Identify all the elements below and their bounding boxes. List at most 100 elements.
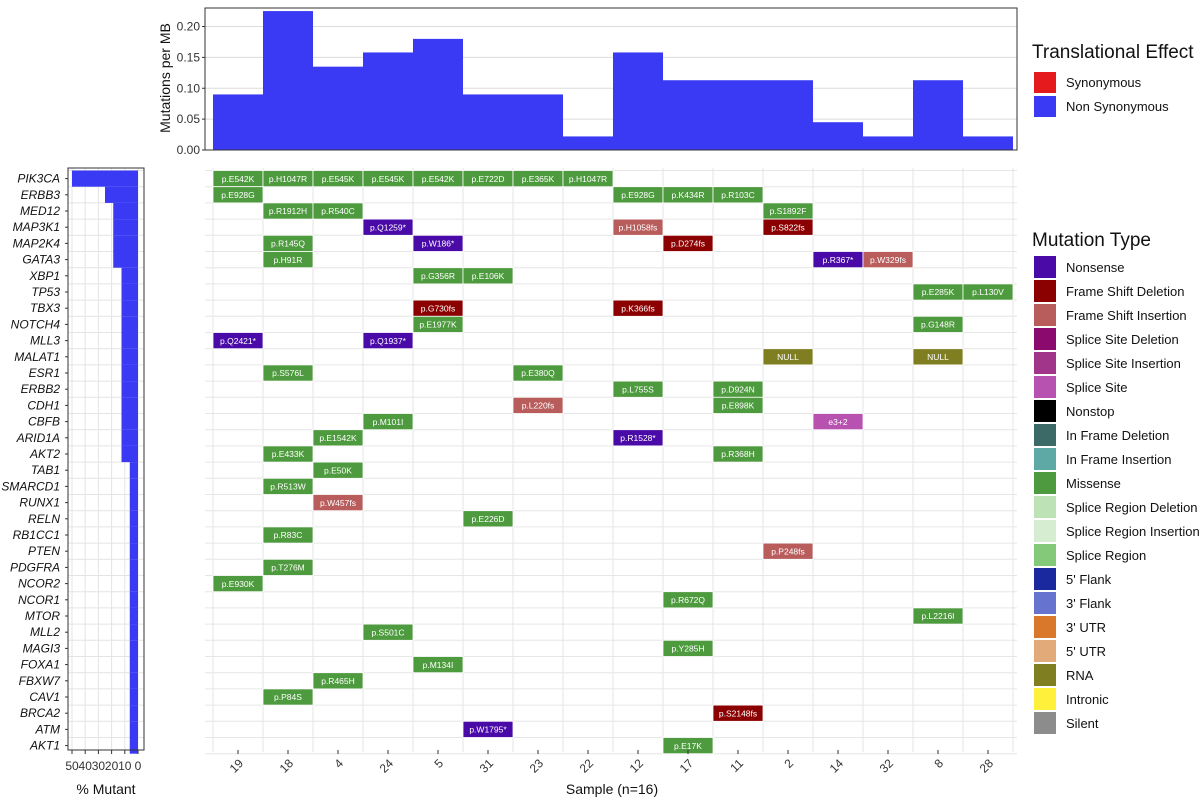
burden-bar [813,122,863,150]
translational-effect-label: Synonymous [1066,75,1142,90]
mutation-cell-label: p.K434R [671,190,704,200]
mutation-cell [612,380,664,398]
left-bars [72,170,138,754]
mutation-type-label: Splice Region Insertion [1066,524,1200,539]
burden-bar [613,52,663,150]
mutation-cell [712,704,764,722]
main-x-axis-label: Sample (n=16) [566,781,658,797]
mutation-type-swatch [1034,256,1056,278]
mutation-cell [312,461,364,479]
gene-label: SMARCD1 [1,479,60,493]
mutation-cell-label: p.Q2421* [220,336,257,346]
mutation-cell-label: p.M101I [373,417,404,427]
mutation-cell-label: e3+2 [828,417,847,427]
mutation-cell [262,251,314,269]
mutation-cell-label: p.S2148fs [719,708,757,718]
percent-mutant-bar [105,186,138,203]
mutation-cell-label: p.L2216I [921,611,954,621]
mutation-cell-label: p.E365K [522,174,555,184]
gene-label: XBP1 [28,269,60,283]
gene-label: ERBB3 [21,188,61,202]
percent-mutant-bar [113,219,138,236]
gene-label: NCOR1 [18,593,60,607]
mutation-cell-label: p.E722D [471,174,504,184]
mutation-cell [312,494,364,512]
mutation-cell [362,332,414,350]
mutation-cell-label: p.R103C [721,190,755,200]
mutation-cell-label: p.E380Q [521,368,555,378]
mutation-type-label: 3' UTR [1066,620,1106,635]
mutation-type-label: Silent [1066,716,1099,731]
gene-label: MALAT1 [14,350,60,364]
mutation-cell-label: p.L130V [972,287,1004,297]
mutation-cell-label: p.E898K [722,401,755,411]
mutation-cell [962,283,1014,301]
mutation-cell [812,413,864,431]
gene-label: TBX3 [30,301,60,315]
mutation-type-swatch [1034,520,1056,542]
mutation-type-label: 5' UTR [1066,644,1106,659]
top-bars [213,11,1013,150]
gene-label: MTOR [25,609,60,623]
percent-mutant-bar [129,543,138,560]
gene-label: FOXA1 [21,658,60,672]
mutation-cell [862,251,914,269]
percent-mutant-bar [129,510,138,527]
top-y-tick-labels: 0.00 0.05 0.10 0.15 0.20 [177,20,205,157]
mutation-cell-label: p.E50K [324,465,352,475]
mutation-cell [262,688,314,706]
gene-label: AKT2 [29,447,60,461]
translational-effect-legend-title: Translational Effect [1032,42,1194,63]
percent-mutant-bar [121,397,138,414]
percent-mutant-bar [121,332,138,349]
mutation-cell [212,186,264,204]
mutation-type-label: Splice Site Deletion [1066,332,1179,347]
mutation-cell [212,575,264,593]
mutation-cell-label: p.E542K [222,174,255,184]
percent-mutant-bar [121,429,138,446]
burden-bar [313,66,363,150]
mutation-cell-label: p.W186* [422,239,455,249]
mutation-cell [412,315,464,333]
percent-mutant-bar [121,413,138,430]
gene-label: MED12 [20,204,60,218]
mutation-cell-label: p.E928G [621,190,655,200]
mutation-cell-label: p.H1047R [269,174,307,184]
mutation-cell-label: p.Q1259* [370,222,407,232]
percent-mutant-bar [121,381,138,398]
mutation-type-swatch [1034,328,1056,350]
gene-label: CAV1 [29,690,60,704]
percent-mutant-bar [129,607,138,625]
percent-mutant-bar [129,640,138,657]
gene-labels: PIK3CA ERBB3 MED12 MAP3K1 MAP2K4 GATA3 XBP1 TP5… [1,172,68,753]
percent-mutant-bar [121,445,138,463]
gene-label: RUNX1 [19,496,60,510]
left-panel-frame [67,167,145,751]
mutation-cell-label: p.E1977K [419,320,457,330]
mutation-cell-label: p.M134I [423,660,454,670]
mutation-type-label: Splice Region Deletion [1066,500,1198,515]
mutation-grid-panel: p.E542K p.H1047R p.E545K p.E545K p.E542K p.E7… [205,168,1017,797]
burden-bar [213,94,263,150]
mutation-cells: p.E542K p.H1047R p.E545K p.E545K p.E542K p.E7… [212,170,1014,755]
percent-mutant-bar [113,251,138,268]
mutation-cell [762,348,814,366]
mutation-cell-label: p.W329fs [870,255,906,265]
mutation-type-label: 5' Flank [1066,572,1112,587]
gene-label: MLL3 [30,334,60,348]
gene-label: PIK3CA [17,172,60,186]
mutation-cell [262,445,314,463]
mutation-type-label: Intronic [1066,692,1109,707]
mutation-cell-label: p.P84S [274,692,302,702]
mutation-type-label: Splice Site Insertion [1066,356,1181,371]
mutation-cell-label: p.P248fs [771,546,805,556]
mutation-cell-label: p.H1047R [569,174,607,184]
mutation-cell-label: p.R368H [721,449,755,459]
percent-mutant-bar [129,737,138,754]
percent-mutant-bar [129,705,138,722]
gene-label: ERBB2 [21,382,61,396]
mutation-cell-label: p.E433K [272,449,305,459]
burden-bar [663,80,713,150]
mutation-cell [262,526,314,544]
mutation-cell-label: p.R513W [270,482,305,492]
